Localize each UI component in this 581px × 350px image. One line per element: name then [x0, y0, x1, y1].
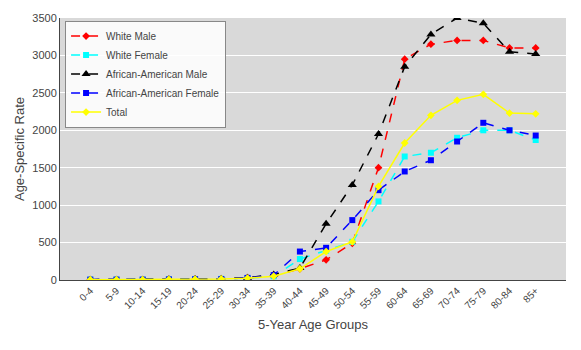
- svg-text:5-9: 5-9: [103, 285, 121, 303]
- svg-text:60-64: 60-64: [384, 285, 410, 311]
- svg-text:55-59: 55-59: [358, 285, 384, 311]
- svg-text:30-34: 30-34: [227, 285, 253, 311]
- svg-text:White Female: White Female: [106, 50, 168, 61]
- svg-text:1500: 1500: [32, 162, 56, 174]
- svg-text:500: 500: [38, 236, 56, 248]
- svg-text:20-24: 20-24: [174, 285, 200, 311]
- svg-text:0-4: 0-4: [77, 285, 95, 303]
- svg-text:70-74: 70-74: [436, 285, 462, 311]
- svg-text:Age-Specific Rate: Age-Specific Rate: [12, 97, 27, 201]
- svg-text:African-American Female: African-American Female: [106, 88, 219, 99]
- svg-text:65-69: 65-69: [410, 285, 436, 311]
- svg-text:35-39: 35-39: [253, 285, 279, 311]
- svg-text:80-84: 80-84: [489, 285, 515, 311]
- svg-text:0: 0: [51, 274, 57, 286]
- svg-text:45-49: 45-49: [305, 285, 331, 311]
- svg-text:3500: 3500: [32, 12, 56, 24]
- svg-text:85+: 85+: [521, 285, 541, 305]
- svg-text:African-American Male: African-American Male: [106, 69, 208, 80]
- svg-text:1000: 1000: [32, 199, 56, 211]
- svg-text:75-79: 75-79: [462, 285, 488, 311]
- svg-text:25-29: 25-29: [200, 285, 226, 311]
- svg-text:50-54: 50-54: [331, 285, 357, 311]
- svg-text:2500: 2500: [32, 87, 56, 99]
- svg-text:2000: 2000: [32, 124, 56, 136]
- svg-text:15-19: 15-19: [148, 285, 174, 311]
- svg-text:3000: 3000: [32, 49, 56, 61]
- svg-text:10-14: 10-14: [122, 285, 148, 311]
- svg-text:Total: Total: [106, 107, 127, 118]
- svg-text:5-Year Age Groups: 5-Year Age Groups: [258, 317, 369, 332]
- svg-text:40-44: 40-44: [279, 285, 305, 311]
- svg-text:White Male: White Male: [106, 31, 156, 42]
